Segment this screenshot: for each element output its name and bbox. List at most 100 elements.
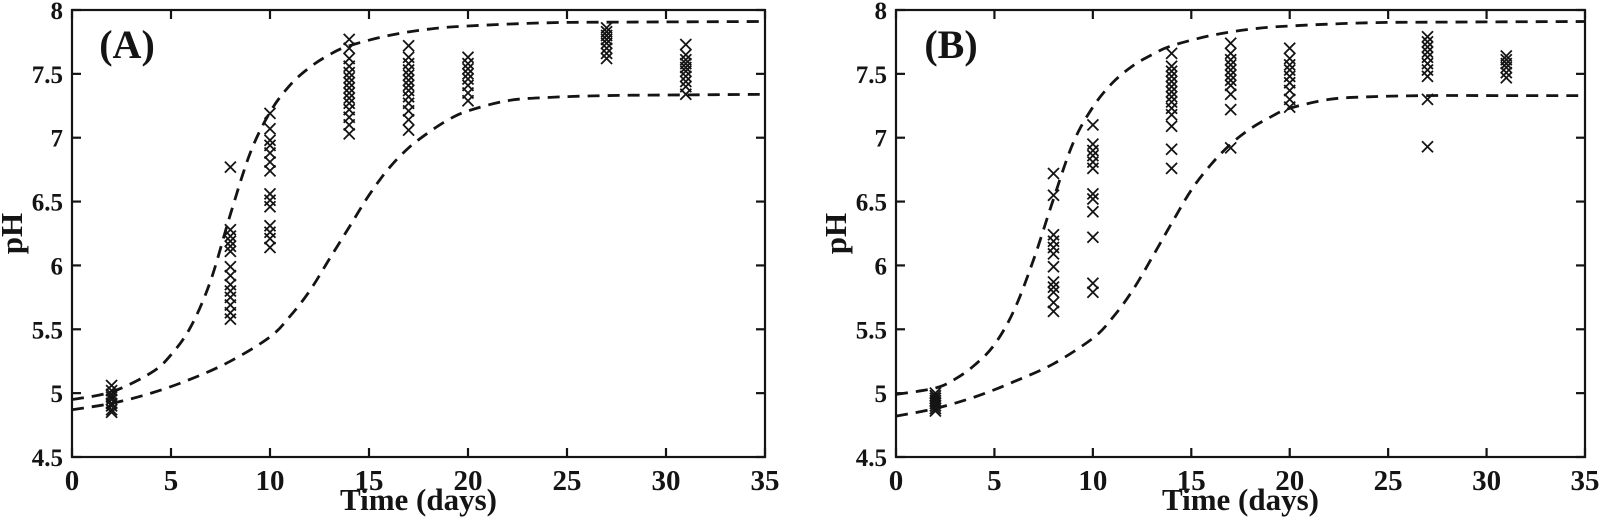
data-point-marker — [1086, 137, 1100, 151]
data-point-marker — [1165, 70, 1178, 83]
data-point-marker — [1224, 53, 1237, 66]
data-point-marker — [1047, 235, 1060, 248]
data-point-marker — [1047, 241, 1060, 254]
data-point-marker — [1224, 88, 1237, 101]
data-point-marker — [1224, 103, 1237, 116]
data-point-marker — [343, 66, 356, 79]
data-point-marker — [1165, 143, 1178, 156]
data-point-marker — [263, 155, 277, 169]
data-point-marker — [105, 403, 118, 416]
data-point-marker — [224, 269, 237, 282]
data-point-marker — [1047, 275, 1060, 289]
data-point-marker — [343, 118, 356, 132]
data-point-marker — [1047, 228, 1060, 241]
data-point-marker — [1500, 71, 1513, 84]
panel-B-upper-model-curve — [895, 20, 1586, 396]
x-tick-label: 15 — [1177, 465, 1206, 497]
x-tick-label: 20 — [454, 465, 483, 497]
data-point-marker — [1047, 286, 1060, 299]
y-tick-label: 6.5 — [32, 190, 63, 217]
data-point-marker — [343, 91, 356, 105]
data-point-marker — [1165, 108, 1178, 121]
data-point-marker — [1165, 90, 1178, 103]
data-point-marker — [1421, 40, 1434, 54]
data-point-marker — [679, 88, 692, 101]
x-tick-label: 5 — [164, 465, 179, 497]
data-point-marker — [402, 68, 415, 82]
data-point-marker — [1421, 63, 1434, 77]
data-point-marker — [600, 37, 613, 50]
data-point-marker — [1224, 58, 1237, 72]
data-point-marker — [1165, 162, 1178, 175]
data-point-marker — [343, 127, 356, 141]
data-point-marker — [224, 260, 237, 273]
data-point-marker — [1283, 58, 1296, 72]
data-point-marker — [402, 90, 415, 103]
x-tick-label: 0 — [65, 465, 80, 497]
y-tick-label: 5 — [875, 381, 888, 408]
data-point-marker — [224, 229, 237, 243]
y-tick-label: 7 — [51, 126, 64, 153]
data-point-marker — [679, 75, 692, 88]
y-tick-label: 4.5 — [32, 445, 63, 472]
panel-A-lower-model-curve — [71, 92, 766, 412]
data-point-marker — [1165, 47, 1178, 60]
data-point-marker — [263, 107, 277, 120]
data-point-marker — [1421, 35, 1434, 49]
data-point-marker — [1047, 189, 1060, 202]
data-point-marker — [224, 240, 237, 253]
data-point-marker — [263, 122, 277, 135]
x-tick-label: 20 — [1275, 465, 1304, 497]
data-point-marker — [402, 39, 415, 52]
x-axis-title: Time (days) — [340, 482, 497, 517]
data-point-marker — [1500, 66, 1513, 79]
data-point-marker — [263, 146, 277, 160]
y-tick-label: 8 — [51, 0, 64, 25]
data-point-marker — [224, 278, 237, 291]
x-tick-label: 15 — [355, 465, 384, 497]
data-point-marker — [929, 402, 942, 415]
data-point-marker — [1047, 247, 1060, 261]
data-point-marker — [461, 62, 475, 75]
data-point-marker — [1224, 68, 1237, 82]
x-tick-label: 35 — [751, 465, 780, 497]
data-point-marker — [1224, 79, 1237, 92]
y-tick-label: 5 — [51, 381, 64, 408]
data-point-marker — [1047, 260, 1060, 273]
data-point-marker — [1421, 57, 1434, 70]
data-point-marker — [263, 194, 277, 207]
data-point-marker — [1086, 187, 1100, 201]
y-tick-label: 7.5 — [856, 62, 887, 89]
y-tick-label: 5.5 — [856, 317, 887, 344]
data-point-marker — [1421, 70, 1434, 83]
data-point-marker — [105, 388, 118, 401]
data-point-marker — [224, 160, 237, 174]
data-point-marker — [1421, 51, 1434, 64]
data-point-marker — [1086, 192, 1100, 206]
data-point-marker — [105, 379, 118, 392]
x-tick-label: 5 — [987, 465, 1002, 497]
data-point-marker — [402, 57, 415, 70]
data-point-marker — [461, 67, 475, 81]
data-point-marker — [343, 71, 356, 84]
panel-A-data-markers — [105, 21, 692, 419]
data-point-marker — [1165, 80, 1178, 93]
data-point-marker — [1165, 120, 1178, 133]
data-point-marker — [105, 406, 118, 419]
data-point-marker — [263, 219, 277, 232]
data-point-marker — [1421, 93, 1434, 106]
data-point-marker — [1421, 140, 1434, 153]
y-tick-label: 7 — [875, 126, 888, 153]
data-point-marker — [1165, 75, 1178, 88]
data-point-marker — [679, 61, 692, 74]
data-point-marker — [679, 70, 692, 83]
data-point-marker — [461, 94, 475, 107]
data-point-marker — [402, 74, 415, 87]
data-point-marker — [1086, 231, 1100, 244]
data-point-marker — [1086, 118, 1100, 132]
x-tick-label: 25 — [1374, 465, 1403, 497]
data-point-marker — [1165, 60, 1178, 73]
y-axis-title: pH — [0, 213, 29, 254]
data-point-marker — [1086, 155, 1100, 169]
y-tick-label: 6 — [51, 253, 64, 280]
